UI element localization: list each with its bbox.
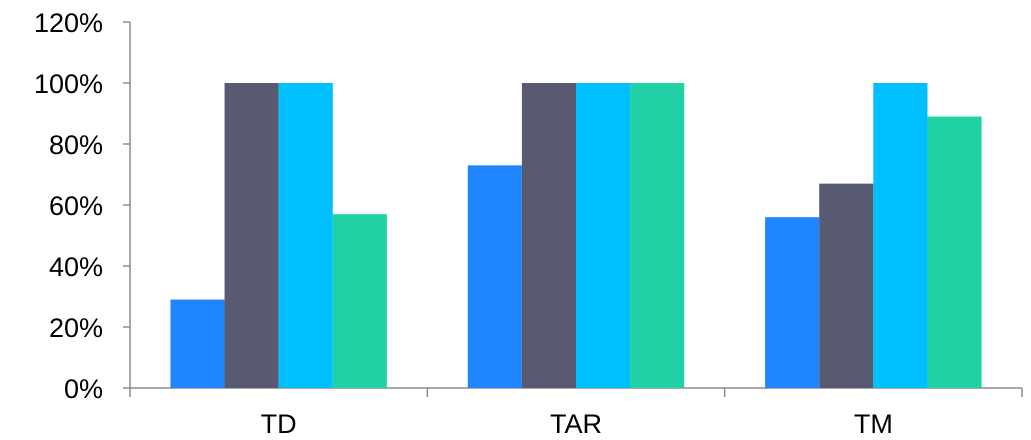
x-category-label: TD bbox=[261, 409, 297, 439]
y-tick-label: 20% bbox=[49, 313, 103, 343]
bar-tm-series-3 bbox=[873, 83, 928, 388]
bar-td-series-1 bbox=[170, 299, 225, 388]
y-tick-label: 40% bbox=[49, 252, 103, 282]
bar-td-series-2 bbox=[224, 83, 279, 388]
bar-tm-series-4 bbox=[927, 116, 982, 389]
y-tick-label: 80% bbox=[49, 130, 103, 160]
y-axis: 0% 20% 40% 60% 80% 100% 120% bbox=[34, 8, 131, 404]
bar-tm-series-1 bbox=[765, 217, 820, 388]
bar-td-series-4 bbox=[332, 214, 387, 388]
y-tick-label: 0% bbox=[64, 374, 103, 404]
x-category-label: TAR bbox=[550, 409, 602, 439]
bar-tar-series-2 bbox=[521, 83, 576, 388]
bar-tar-series-3 bbox=[576, 83, 631, 388]
bar-tar-series-1 bbox=[467, 165, 522, 388]
y-tick-label: 60% bbox=[49, 191, 103, 221]
bar-tm-series-2 bbox=[819, 183, 874, 388]
y-tick-label: 120% bbox=[34, 8, 103, 38]
bar-td-series-3 bbox=[278, 83, 333, 388]
x-axis: TD TAR TM bbox=[129, 387, 1023, 439]
y-tick-label: 100% bbox=[34, 69, 103, 99]
bars bbox=[170, 83, 982, 389]
x-category-label: TM bbox=[854, 409, 893, 439]
bar-tar-series-4 bbox=[630, 83, 685, 388]
